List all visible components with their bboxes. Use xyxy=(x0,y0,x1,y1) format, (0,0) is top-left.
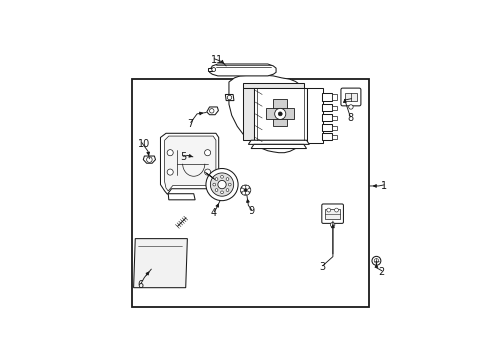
Text: 3: 3 xyxy=(319,262,325,272)
Circle shape xyxy=(374,258,379,263)
Circle shape xyxy=(220,175,223,178)
FancyBboxPatch shape xyxy=(322,204,343,223)
Circle shape xyxy=(240,188,244,192)
Circle shape xyxy=(220,191,223,194)
Text: 5: 5 xyxy=(180,152,186,162)
Circle shape xyxy=(218,180,226,189)
Polygon shape xyxy=(332,105,337,110)
Text: 7: 7 xyxy=(187,118,194,129)
Circle shape xyxy=(206,168,238,201)
Circle shape xyxy=(204,169,211,175)
Polygon shape xyxy=(248,140,309,144)
Polygon shape xyxy=(332,94,337,100)
Circle shape xyxy=(227,95,232,100)
Polygon shape xyxy=(161,133,219,194)
Polygon shape xyxy=(307,87,323,143)
Circle shape xyxy=(167,150,173,156)
Text: 9: 9 xyxy=(248,206,254,216)
Polygon shape xyxy=(165,136,216,191)
Polygon shape xyxy=(225,94,234,100)
Circle shape xyxy=(275,108,286,120)
Polygon shape xyxy=(322,104,332,111)
Polygon shape xyxy=(168,194,195,200)
Circle shape xyxy=(167,169,173,175)
Polygon shape xyxy=(229,75,320,153)
Polygon shape xyxy=(208,68,212,72)
Text: 2: 2 xyxy=(379,267,385,277)
Bar xyxy=(267,108,294,120)
Circle shape xyxy=(278,112,282,116)
Circle shape xyxy=(242,185,246,189)
Polygon shape xyxy=(207,107,219,115)
Circle shape xyxy=(212,68,216,72)
Circle shape xyxy=(228,183,231,186)
Text: 4: 4 xyxy=(211,208,217,218)
Circle shape xyxy=(244,189,247,192)
Circle shape xyxy=(247,188,251,192)
Polygon shape xyxy=(134,239,187,288)
Circle shape xyxy=(204,150,211,156)
Polygon shape xyxy=(322,133,332,140)
Polygon shape xyxy=(210,64,276,76)
Circle shape xyxy=(226,189,229,192)
Polygon shape xyxy=(243,84,304,87)
Circle shape xyxy=(210,109,214,113)
Polygon shape xyxy=(243,87,254,140)
Text: 8: 8 xyxy=(347,113,353,123)
FancyBboxPatch shape xyxy=(341,88,361,106)
Polygon shape xyxy=(322,114,332,121)
Polygon shape xyxy=(322,93,332,102)
Bar xyxy=(132,79,369,307)
Circle shape xyxy=(241,185,250,195)
Polygon shape xyxy=(332,116,337,120)
Polygon shape xyxy=(332,126,337,130)
Text: 6: 6 xyxy=(138,280,144,290)
Polygon shape xyxy=(143,156,155,163)
Text: 10: 10 xyxy=(138,139,150,149)
Circle shape xyxy=(226,178,229,180)
Circle shape xyxy=(215,178,218,180)
Polygon shape xyxy=(254,87,307,140)
Polygon shape xyxy=(251,144,307,149)
Polygon shape xyxy=(322,124,332,131)
Circle shape xyxy=(245,191,249,195)
Circle shape xyxy=(335,208,339,212)
Circle shape xyxy=(210,173,234,196)
Circle shape xyxy=(213,183,216,186)
Bar xyxy=(273,99,287,126)
Text: 1: 1 xyxy=(381,181,387,191)
Text: 11: 11 xyxy=(211,55,223,65)
Circle shape xyxy=(372,256,381,265)
Bar xyxy=(345,93,357,102)
Circle shape xyxy=(242,191,246,195)
Polygon shape xyxy=(332,135,337,139)
Circle shape xyxy=(147,157,152,162)
Circle shape xyxy=(327,208,331,212)
Circle shape xyxy=(330,222,335,227)
Circle shape xyxy=(349,105,353,109)
Bar xyxy=(325,209,340,219)
Circle shape xyxy=(215,189,218,192)
Circle shape xyxy=(245,185,249,189)
